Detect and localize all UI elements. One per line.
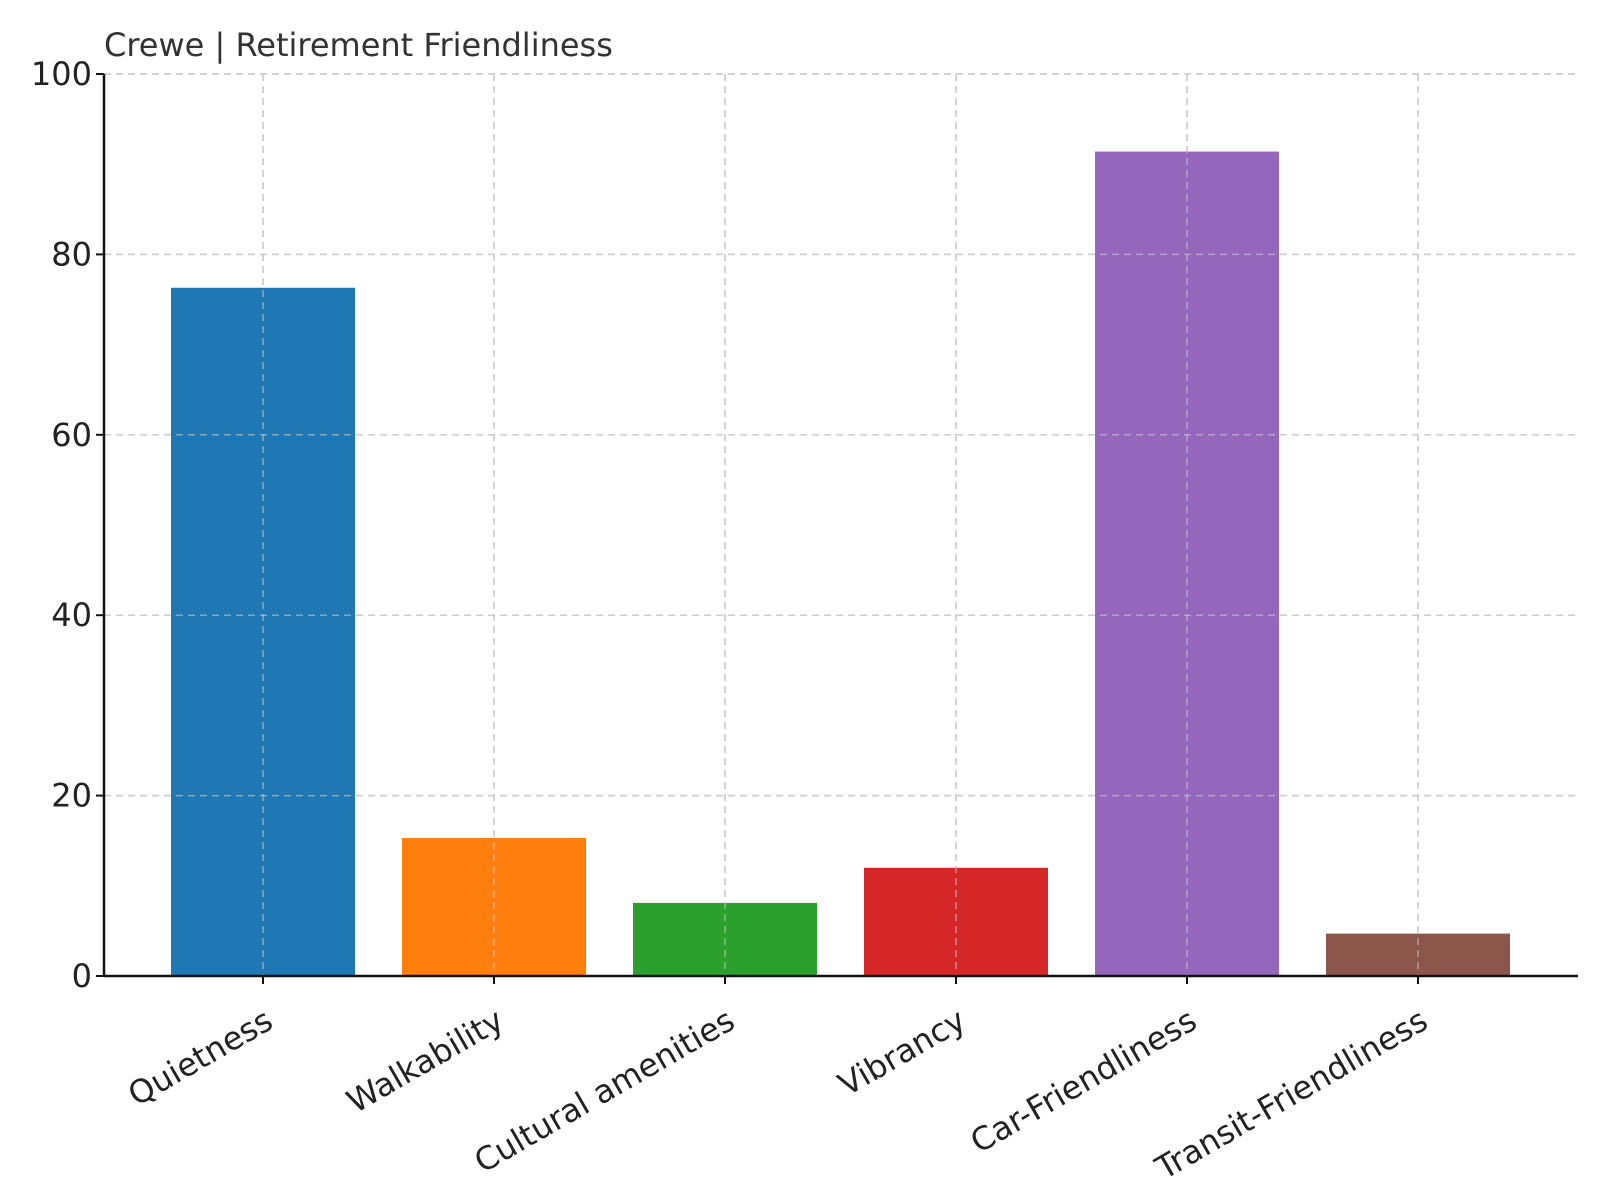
bar	[1095, 151, 1279, 976]
axes	[102, 74, 1578, 978]
y-tick-label: 80	[51, 235, 92, 273]
y-tick-label: 60	[51, 416, 92, 454]
x-tick-label: Walkability	[340, 1001, 510, 1121]
y-tick-label: 20	[51, 777, 92, 815]
y-axis-ticks: 0 20 40 60 80 100	[31, 55, 104, 995]
x-tick-label: Car-Friendliness	[964, 1001, 1203, 1161]
y-tick-label: 0	[72, 957, 92, 995]
y-tick-label: 100	[31, 55, 92, 93]
x-tick-label: Cultural amenities	[468, 1001, 741, 1181]
bars	[104, 73, 1578, 977]
bar	[864, 867, 1048, 976]
x-tick-label: Vibrancy	[832, 1001, 972, 1104]
y-tick-label: 40	[51, 596, 92, 634]
chart-title: Crewe | Retirement Friendliness	[104, 26, 613, 64]
x-tick-label: Quietness	[122, 1001, 279, 1114]
